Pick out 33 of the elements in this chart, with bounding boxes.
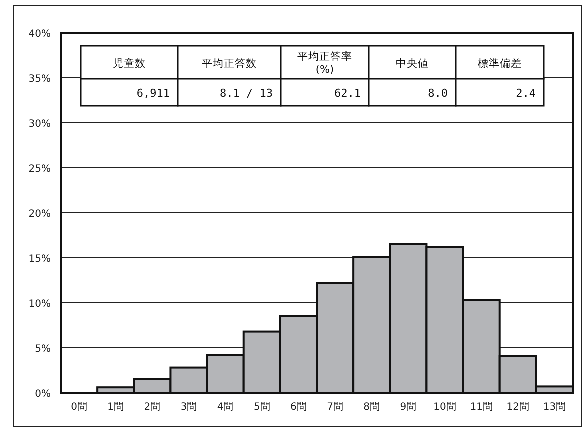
annotation: 中央値 <box>396 57 429 70</box>
annotation: 平均正答数 <box>202 58 257 70</box>
y-tick-label: 10% <box>28 299 51 310</box>
x-tick-label: 1問 <box>108 402 124 413</box>
annotation: 児童数 <box>113 57 146 70</box>
annotation: 8.0 <box>428 87 448 100</box>
x-tick-label: 2問 <box>144 402 161 413</box>
annotation: 平均正答率(%) <box>298 50 352 76</box>
x-tick-label: 11問 <box>470 402 493 413</box>
x-tick-label: 8問 <box>364 402 380 413</box>
x-tick-label: 4問 <box>217 402 234 413</box>
annotation: 標準偏差 <box>478 58 522 70</box>
annotation: 2.4 <box>516 87 536 100</box>
annotation: 8.1 / 13 <box>220 87 273 100</box>
x-tick-label: 13問 <box>543 402 566 413</box>
y-tick-label: 25% <box>28 164 51 175</box>
y-tick-label: 30% <box>28 119 51 130</box>
x-tick-label: 6問 <box>290 402 307 413</box>
x-tick-label: 0問 <box>71 402 88 413</box>
x-tick-label: 3問 <box>180 402 198 413</box>
annotation: 6,911 <box>136 87 170 100</box>
annotation: 62.1 <box>334 87 361 100</box>
x-tick-label: 12問 <box>506 402 530 413</box>
x-tick-label: 5問 <box>254 402 270 413</box>
y-tick-label: 40% <box>28 29 51 40</box>
y-tick-label: 0% <box>35 389 51 400</box>
y-tick-label: 35% <box>28 74 51 85</box>
y-tick-label: 15% <box>28 254 51 265</box>
y-tick-label: 5% <box>35 344 51 355</box>
y-tick-label: 20% <box>28 209 51 220</box>
x-tick-label: 10問 <box>434 402 456 413</box>
x-tick-label: 7問 <box>327 402 344 413</box>
x-tick-label: 9問 <box>400 402 417 413</box>
